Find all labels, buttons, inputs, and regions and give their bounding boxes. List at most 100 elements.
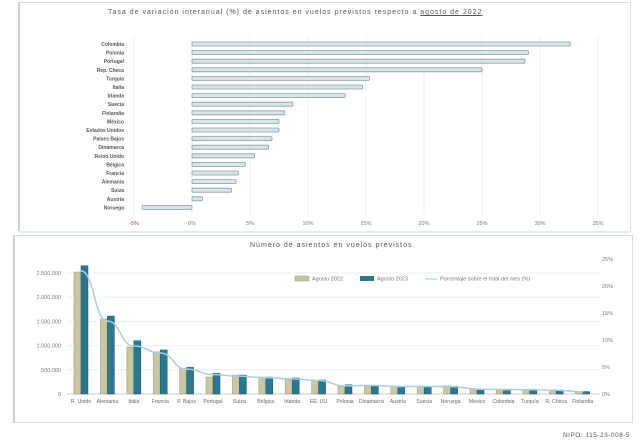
- percentage-point: [502, 388, 505, 391]
- legend-label-2023: Agosto 2023: [377, 277, 408, 283]
- bar-agosto-2023: [107, 315, 115, 395]
- x-tick-label: 25%: [476, 221, 487, 227]
- percentage-point: [80, 270, 82, 272]
- category-label: Noruega: [104, 205, 125, 211]
- category-label: Portugal: [104, 59, 125, 65]
- x-category-label: EE. UU: [310, 399, 328, 405]
- category-label: Francia: [106, 171, 124, 177]
- x-category-label: Alemania: [97, 399, 119, 405]
- x-category-label: Finlandia: [572, 399, 593, 405]
- category-label: Polonia: [106, 51, 124, 57]
- bar-agosto-2023: [212, 372, 221, 395]
- x-category-label: Suecia: [416, 399, 432, 405]
- bar-agosto-2022: [179, 368, 187, 395]
- y2-tick-label: 5%: [602, 365, 610, 371]
- category-label: Italia: [113, 85, 125, 91]
- y2-tick-label: 15%: [602, 311, 613, 317]
- y2-tick-label: 10%: [602, 338, 613, 344]
- category-label: Reino Unido: [95, 154, 124, 160]
- bar-agosto-2022: [205, 376, 214, 395]
- variation-bar: [191, 127, 280, 133]
- nipo-label: NIPO: 115-23-008-5: [562, 432, 630, 439]
- bar-agosto-2023: [423, 386, 432, 395]
- x-tick-label: 0%: [188, 221, 196, 227]
- bar-agosto-2022: [258, 376, 267, 395]
- x-tick-label: 5%: [246, 221, 254, 227]
- bar-agosto-2022: [496, 389, 504, 395]
- category-label: Países Bajos: [93, 137, 124, 143]
- variation-bar: [191, 179, 237, 185]
- x-tick-label: 15%: [360, 221, 371, 227]
- percentage-point: [159, 352, 161, 354]
- legend-label-percentage: Porcentaje sobre el total del mes (%): [440, 277, 530, 283]
- y2-tick-label: 0%: [602, 392, 610, 398]
- variation-bar: [191, 110, 286, 116]
- bar-agosto-2022: [152, 351, 161, 395]
- variation-bar: [191, 136, 273, 142]
- percentage-point: [238, 375, 241, 377]
- category-label: Rep. Checa: [97, 68, 124, 74]
- percentage-point: [212, 373, 214, 376]
- percentage-point: [344, 385, 346, 387]
- y-tick-label: 1.500.000: [37, 319, 61, 325]
- category-label: Irlanda: [108, 94, 125, 100]
- variation-bar: [191, 187, 232, 193]
- bar-agosto-2022: [337, 386, 346, 395]
- category-label: Bélgica: [106, 162, 124, 168]
- y-tick-label: 500.000: [41, 368, 61, 374]
- bar-agosto-2022: [284, 379, 293, 395]
- x-category-label: R. Unido: [71, 399, 91, 405]
- percentage-point: [449, 385, 452, 388]
- x-category-label: Mexico: [469, 399, 486, 405]
- bar-agosto-2022: [311, 380, 319, 395]
- y2-tick-label: 20%: [602, 284, 613, 290]
- category-label: Colombia: [101, 42, 124, 48]
- percentage-point: [185, 368, 188, 370]
- variation-bar: [191, 170, 239, 176]
- bar-agosto-2023: [239, 374, 247, 395]
- variation-bar: [191, 101, 294, 107]
- category-label: México: [107, 119, 124, 125]
- y-tick-label: 1.000.000: [37, 344, 61, 350]
- variation-bar-chart: -5% 0% 5% 10% 15% 20% 25% 30% 35% Colombia Polonia…: [86, 37, 604, 227]
- bar-agosto-2023: [80, 265, 89, 395]
- percentage-point: [370, 384, 373, 387]
- legend-label-2022: Agosto 2022: [312, 277, 343, 283]
- category-label: Finlandia: [102, 111, 124, 117]
- variation-chart-title-link: agosto de 2022: [420, 9, 483, 16]
- bar-agosto-2023: [159, 349, 168, 395]
- x-category-label: Turquía: [521, 399, 539, 405]
- category-label: Suecia: [108, 102, 124, 108]
- percentage-point: [317, 379, 320, 382]
- x-category-label: Bélgica: [257, 399, 274, 405]
- category-label: Suiza: [111, 188, 124, 194]
- x-category-label: Portugal: [203, 399, 222, 405]
- variation-bar: [191, 93, 346, 98]
- variation-bar: [191, 119, 280, 124]
- x-category-label: Italia: [128, 399, 139, 405]
- category-label: Dinamarca: [98, 145, 124, 151]
- y-tick-label: 2.000.000: [37, 295, 61, 301]
- bar-agosto-2023: [291, 377, 300, 395]
- bar-agosto-2023: [186, 367, 194, 395]
- percentage-point: [423, 385, 426, 388]
- seats-combo-chart: 0 500.000 1.000.000 1.500.000 2.000.000 2.500…: [37, 257, 614, 405]
- category-label: Turquía: [106, 76, 124, 82]
- variation-bar: [141, 204, 193, 210]
- bar-agosto-2022: [126, 346, 135, 395]
- seats-chart-title: Número de asientos en vuelos previstos: [250, 242, 413, 249]
- variation-bar: [191, 144, 269, 150]
- x-tick-label: 30%: [534, 221, 545, 227]
- bar-agosto-2023: [582, 391, 590, 395]
- bar-agosto-2022: [522, 389, 531, 395]
- bar-agosto-2022: [390, 386, 399, 395]
- percentage-point: [106, 320, 109, 322]
- x-category-label: R. Checa: [545, 399, 567, 405]
- bar-agosto-2023: [344, 384, 353, 395]
- x-category-label: Francia: [152, 399, 169, 405]
- variation-chart-title: Tasa de variación interanual (%) de asie…: [108, 9, 482, 16]
- y-tick-label: 2.500.000: [37, 271, 61, 277]
- x-tick-label: -5%: [129, 221, 139, 227]
- bar-agosto-2022: [232, 374, 240, 395]
- variation-bar: [191, 161, 246, 167]
